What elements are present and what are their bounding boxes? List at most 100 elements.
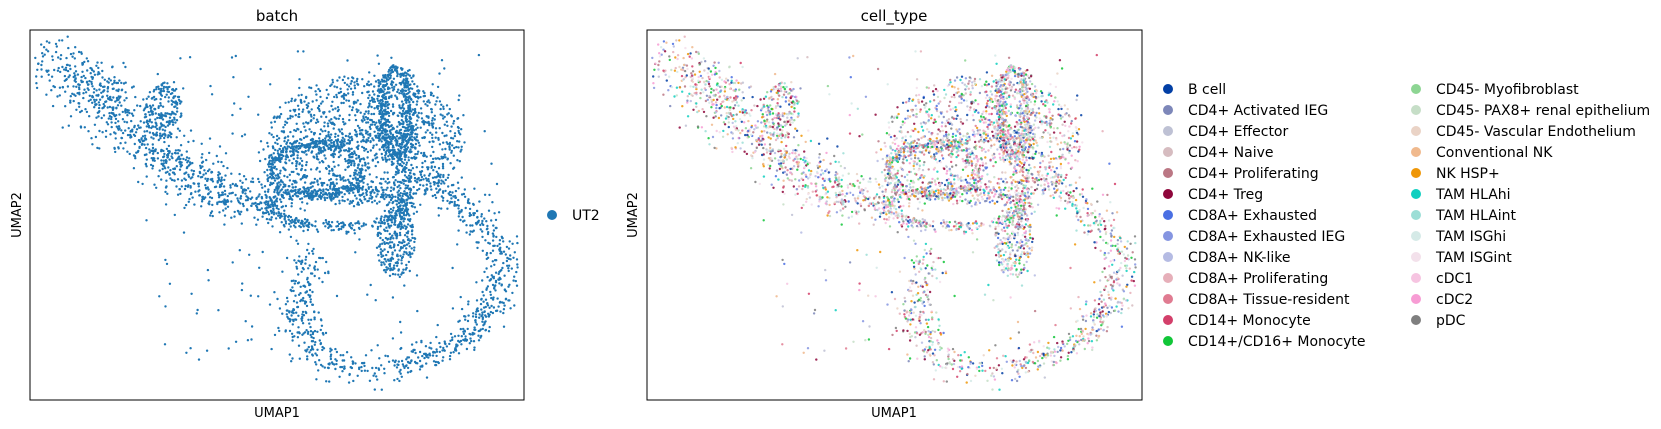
data-point [339, 87, 342, 91]
data-point [374, 299, 377, 302]
data-point [313, 274, 316, 278]
data-point [183, 187, 187, 191]
data-point [373, 107, 376, 110]
data-point [80, 79, 83, 82]
data-point [159, 102, 162, 105]
legend-item: UT2 [547, 208, 600, 224]
data-point [296, 219, 299, 222]
data-point [321, 280, 324, 284]
data-point [273, 166, 276, 170]
data-point [162, 114, 166, 117]
data-point [343, 81, 346, 85]
data-point [117, 125, 121, 128]
data-point [374, 80, 378, 83]
data-point [350, 138, 354, 142]
data-point [173, 179, 176, 182]
data-point [48, 41, 51, 44]
data-point [492, 306, 496, 309]
data-point [151, 167, 154, 170]
data-point [402, 220, 405, 223]
data-point [330, 229, 333, 232]
data-point [460, 208, 463, 212]
data-point [399, 246, 403, 249]
data-point [81, 62, 85, 66]
data-point [417, 356, 420, 359]
data-point [58, 39, 61, 42]
data-point [317, 104, 321, 108]
data-point [163, 140, 166, 144]
data-point [316, 166, 319, 170]
data-point [106, 80, 109, 83]
data-point [97, 101, 101, 104]
data-point [416, 100, 419, 103]
data-point [50, 75, 54, 78]
data-point [182, 231, 186, 234]
data-point [316, 179, 319, 182]
data-point [311, 340, 315, 343]
data-point [175, 119, 179, 122]
data-point [405, 211, 409, 214]
data-point [380, 215, 383, 218]
data-point [381, 95, 384, 99]
data-point [410, 343, 414, 346]
data-point [482, 223, 485, 227]
data-point [159, 137, 162, 140]
data-point [167, 166, 170, 169]
data-point [416, 119, 419, 122]
data-point [284, 329, 287, 332]
data-point [178, 168, 182, 171]
data-point [504, 290, 508, 293]
data-point [419, 171, 422, 174]
data-point [90, 67, 93, 70]
data-point [296, 172, 299, 175]
data-point [279, 112, 283, 116]
data-point [101, 131, 104, 134]
data-point [236, 209, 240, 213]
data-point [439, 345, 442, 349]
data-point [151, 152, 155, 155]
data-point [105, 121, 109, 124]
data-point [263, 185, 267, 188]
data-point [680, 74, 684, 78]
data-point [312, 336, 315, 340]
data-point [103, 104, 106, 108]
data-point [88, 94, 92, 98]
data-point [440, 207, 443, 210]
data-point [298, 357, 301, 360]
data-point [291, 115, 294, 118]
data-point [312, 117, 315, 120]
data-point [69, 52, 73, 56]
data-point [291, 286, 294, 289]
data-point [403, 126, 406, 129]
data-point [271, 201, 274, 204]
data-point [376, 161, 380, 164]
data-point [309, 333, 312, 337]
data-point [77, 50, 81, 54]
data-point [460, 343, 463, 346]
data-point [281, 195, 284, 199]
data-point [479, 302, 483, 306]
data-point [400, 225, 404, 228]
data-point [210, 171, 213, 174]
data-point [333, 165, 336, 168]
data-point [85, 110, 89, 114]
data-point [371, 137, 374, 140]
data-point [774, 175, 778, 178]
data-point [122, 61, 125, 65]
data-point [399, 199, 402, 202]
data-point [164, 95, 167, 99]
data-point [301, 333, 304, 336]
data-point [417, 92, 420, 95]
data-point [516, 266, 519, 269]
data-point [400, 119, 403, 122]
data-point [440, 103, 443, 107]
data-point [227, 347, 230, 350]
data-point [383, 76, 386, 79]
data-point [415, 181, 418, 184]
data-point [362, 192, 365, 195]
data-point [320, 324, 324, 327]
data-point [373, 191, 376, 194]
data-point [286, 175, 289, 179]
data-point [233, 215, 236, 218]
data-point [430, 107, 433, 111]
